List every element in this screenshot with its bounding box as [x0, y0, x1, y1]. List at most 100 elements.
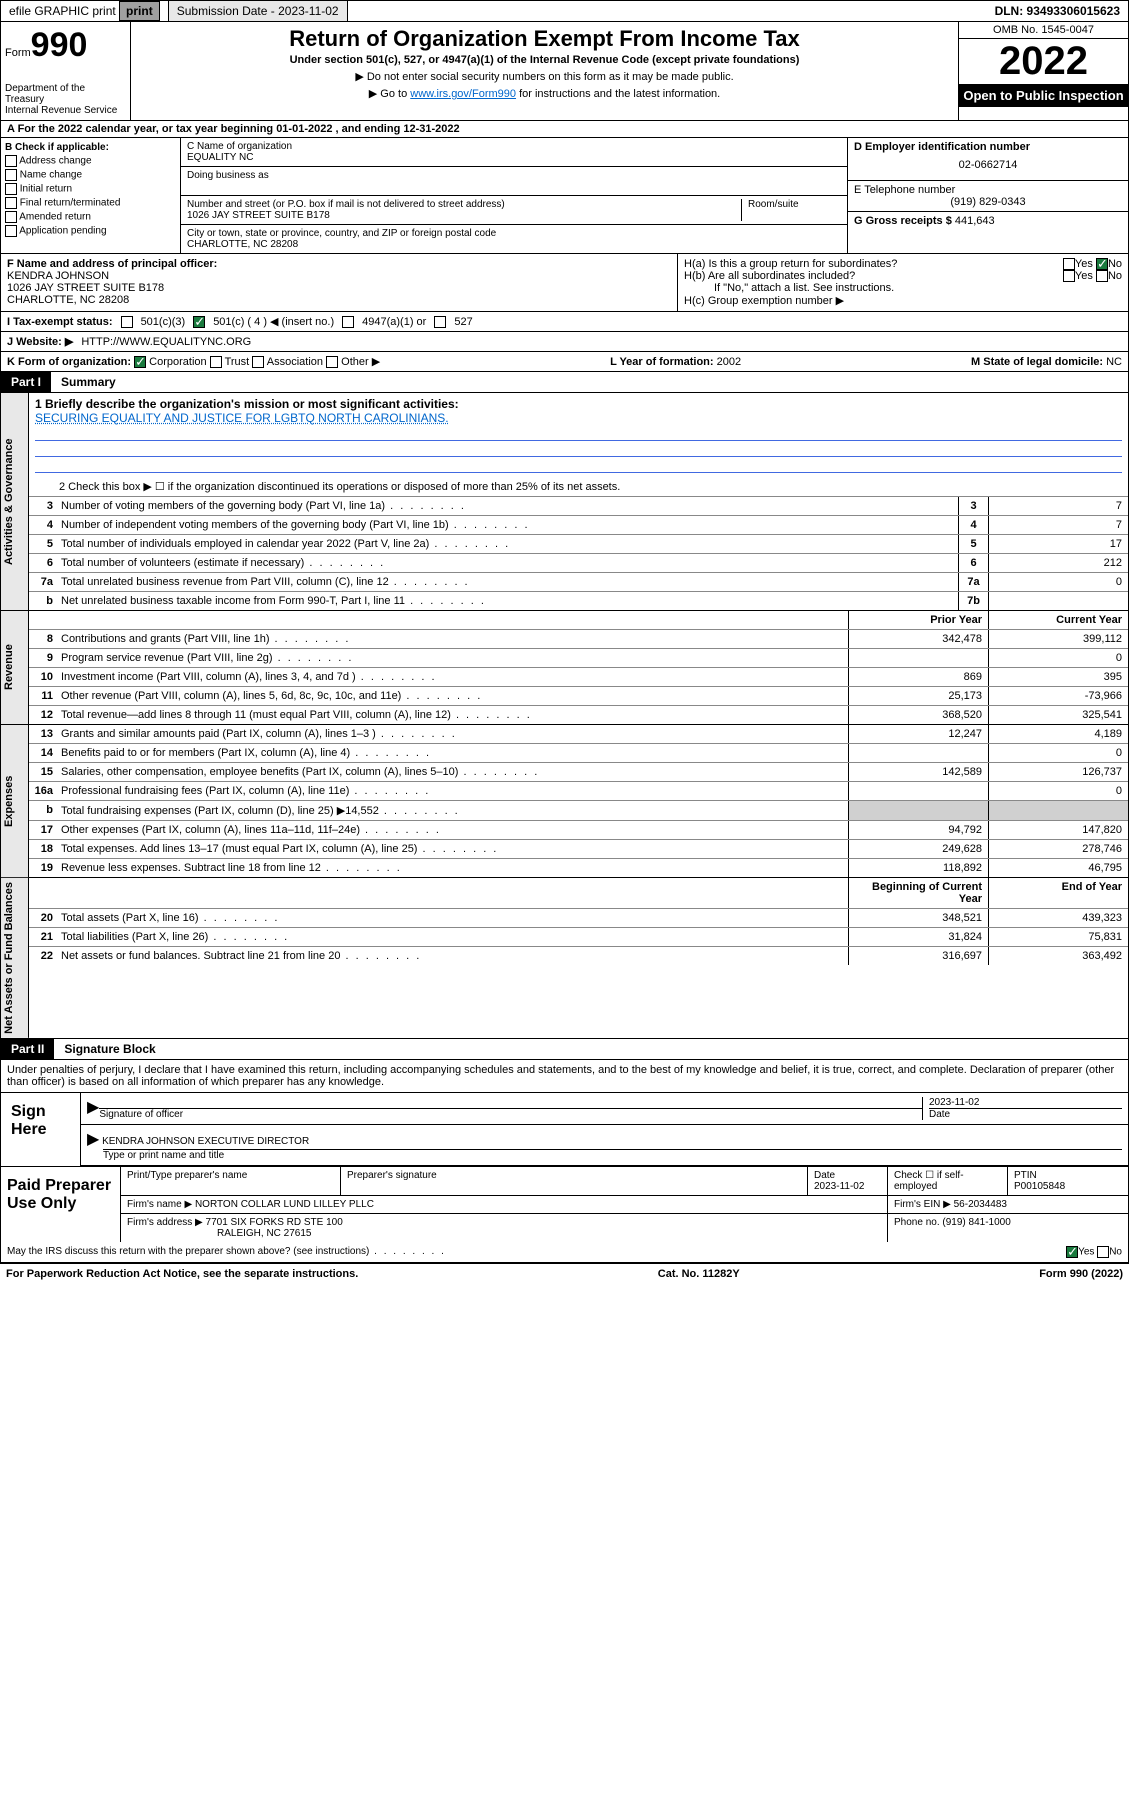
summary-rev: Revenue Prior YearCurrent Year 8Contribu… [0, 611, 1129, 725]
hb-note: If "No," attach a list. See instructions… [684, 282, 1122, 294]
hb-label: H(b) Are all subordinates included? [684, 270, 855, 282]
part-ii-header: Part II Signature Block [0, 1039, 1129, 1060]
firm-addr-label: Firm's address ▶ [127, 1217, 203, 1228]
mission-label: 1 Briefly describe the organization's mi… [35, 397, 1122, 411]
prior-year-header: Prior Year [848, 611, 988, 629]
row-i: I Tax-exempt status: 501(c)(3) 501(c) ( … [0, 312, 1129, 332]
ptin-label: PTIN [1014, 1170, 1037, 1181]
subtitle: Under section 501(c), 527, or 4947(a)(1)… [135, 54, 954, 66]
org-name-label: C Name of organization [187, 141, 841, 152]
firm-name-label: Firm's name ▶ [127, 1199, 192, 1210]
firm-ein: 56-2034483 [954, 1199, 1007, 1210]
prep-phone: (919) 841-1000 [942, 1217, 1010, 1228]
current-year-header: Current Year [988, 611, 1128, 629]
officer-addr2: CHARLOTTE, NC 28208 [7, 294, 671, 306]
initial-return-check[interactable]: Initial return [5, 183, 176, 195]
summary-gov: Activities & Governance 1 Briefly descri… [0, 393, 1129, 611]
officer-name: KENDRA JOHNSON [7, 270, 671, 282]
sig-name: KENDRA JOHNSON EXECUTIVE DIRECTOR [102, 1136, 309, 1147]
summary-exp: Expenses 13Grants and similar amounts pa… [0, 725, 1129, 878]
row-klm: K Form of organization: Corporation Trus… [0, 352, 1129, 372]
firm-ein-label: Firm's EIN ▶ [894, 1199, 951, 1210]
col-c: C Name of organization EQUALITY NC Doing… [181, 138, 848, 253]
hc-label: H(c) Group exemption number ▶ [684, 294, 1122, 307]
phone-value: (919) 829-0343 [854, 196, 1122, 208]
vtab-revenue: Revenue [1, 611, 29, 724]
ein-value: 02-0662714 [854, 153, 1122, 177]
note2-post: for instructions and the latest informat… [516, 88, 720, 100]
vtab-net-assets: Net Assets or Fund Balances [1, 878, 29, 1038]
footer-center: Cat. No. 11282Y [658, 1268, 740, 1280]
501c3: 501(c)(3) [141, 316, 186, 328]
sig-date-label: Date [929, 1108, 1122, 1120]
main-title: Return of Organization Exempt From Incom… [135, 26, 954, 52]
website-value: HTTP://WWW.EQUALITYNC.ORG [81, 336, 251, 348]
self-emp-check: Check ☐ if self-employed [888, 1167, 1008, 1195]
prep-name-label: Print/Type preparer's name [121, 1167, 341, 1195]
vtab-expenses: Expenses [1, 725, 29, 877]
501c4: 501(c) ( 4 ) ◀ (insert no.) [213, 315, 334, 328]
print-button[interactable]: print [119, 1, 160, 21]
ha-answer: Yes No [1063, 258, 1122, 270]
phone-label: E Telephone number [854, 184, 1122, 196]
line-2: 2 Check this box ▶ ☐ if the organization… [29, 477, 1128, 496]
year-form-val: 2002 [717, 356, 741, 368]
prep-phone-label: Phone no. [894, 1217, 940, 1228]
col-h: H(a) Is this a group return for subordin… [678, 254, 1128, 311]
part-i-label: Part I [1, 372, 51, 392]
part-ii-name: Signature Block [54, 1042, 155, 1056]
assoc: Association [267, 356, 323, 368]
org-name: EQUALITY NC [187, 152, 841, 163]
amended-check[interactable]: Amended return [5, 211, 176, 223]
note2-pre: ▶ Go to [369, 88, 410, 100]
note-link: ▶ Go to www.irs.gov/Form990 for instruct… [135, 87, 954, 100]
beg-year-header: Beginning of Current Year [848, 878, 988, 908]
part-i-name: Summary [51, 375, 116, 389]
app-pending-check[interactable]: Application pending [5, 225, 176, 237]
ha-label: H(a) Is this a group return for subordin… [684, 258, 897, 270]
col-f: F Name and address of principal officer:… [1, 254, 678, 311]
firm-name: NORTON COLLAR LUND LILLEY PLLC [195, 1199, 374, 1210]
officer-addr1: 1026 JAY STREET SUITE B178 [7, 282, 671, 294]
city-value: CHARLOTTE, NC 28208 [187, 239, 841, 250]
final-return-check[interactable]: Final return/terminated [5, 197, 176, 209]
gross-label: G Gross receipts $ [854, 215, 952, 227]
city-label: City or town, state or province, country… [187, 228, 841, 239]
year-form-label: L Year of formation: [610, 356, 714, 368]
firm-addr2: RALEIGH, NC 27615 [127, 1228, 312, 1239]
sig-officer-label: Signature of officer [99, 1108, 922, 1120]
sig-date: 2023-11-02 [929, 1097, 1122, 1108]
trust: Trust [225, 356, 250, 368]
dln: DLN: 93493306015623 [987, 1, 1128, 21]
room-label: Room/suite [748, 199, 841, 210]
domicile-label: M State of legal domicile: [971, 356, 1103, 368]
tax-status-label: I Tax-exempt status: [7, 316, 113, 328]
form-990: 990 [31, 26, 88, 64]
addr-change-check[interactable]: Address change [5, 155, 176, 167]
officer-label: F Name and address of principal officer: [7, 258, 671, 270]
signature-block: Under penalties of perjury, I declare th… [0, 1060, 1129, 1264]
527: 527 [454, 316, 472, 328]
irs-link[interactable]: www.irs.gov/Form990 [410, 88, 516, 100]
form-label: Form [5, 47, 31, 59]
corp: Corporation [149, 356, 206, 368]
form-org-label: K Form of organization: [7, 356, 131, 368]
efile-text: efile GRAPHIC print [9, 4, 116, 18]
hb-answer: Yes No [1063, 270, 1122, 282]
header: Form990 Department of the Treasury Inter… [0, 22, 1129, 121]
prep-date: 2023-11-02 [814, 1181, 864, 1192]
vtab-governance: Activities & Governance [1, 393, 29, 610]
paid-preparer-label: Paid Preparer Use Only [1, 1167, 121, 1242]
open-public: Open to Public Inspection [959, 84, 1128, 107]
form-number-box: Form990 Department of the Treasury Inter… [1, 22, 131, 120]
block-bcde: B Check if applicable: Address change Na… [0, 138, 1129, 254]
name-change-check[interactable]: Name change [5, 169, 176, 181]
row-fh: F Name and address of principal officer:… [0, 254, 1129, 312]
col-b: B Check if applicable: Address change Na… [1, 138, 181, 253]
footer: For Paperwork Reduction Act Notice, see … [0, 1264, 1129, 1284]
ein-label: D Employer identification number [854, 141, 1122, 153]
col-de: D Employer identification number 02-0662… [848, 138, 1128, 253]
prep-date-label: Date [814, 1170, 835, 1181]
sig-declaration: Under penalties of perjury, I declare th… [1, 1060, 1128, 1093]
ptin-val: P00105848 [1014, 1181, 1065, 1192]
